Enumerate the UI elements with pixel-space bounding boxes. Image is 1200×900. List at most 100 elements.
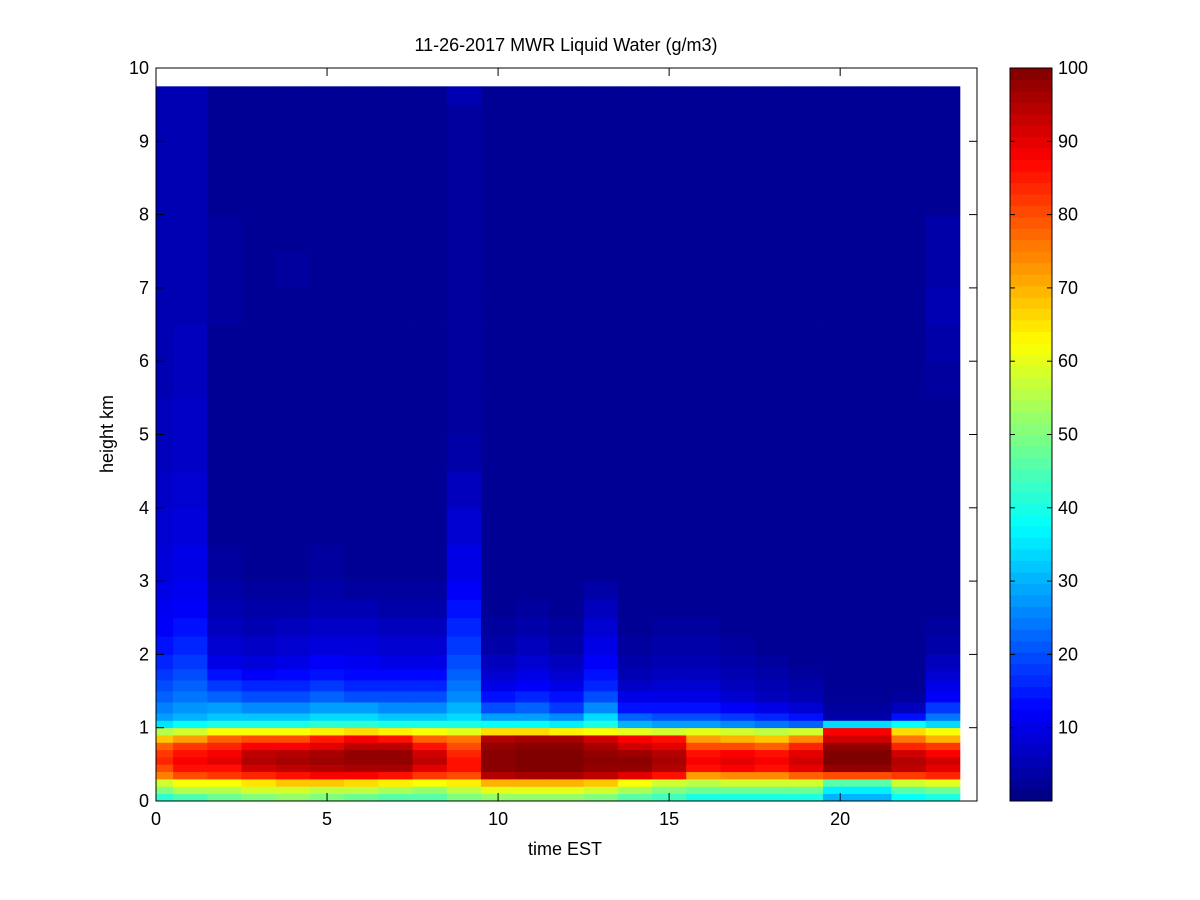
heatmap-cell bbox=[652, 104, 687, 142]
heatmap-cell bbox=[378, 361, 413, 399]
heatmap-cell bbox=[857, 654, 892, 670]
heatmap-cell bbox=[480, 397, 516, 435]
heatmap-cell bbox=[309, 361, 345, 399]
heatmap-cell bbox=[412, 654, 448, 670]
heatmap-cell bbox=[173, 214, 208, 252]
heatmap-cell bbox=[446, 544, 482, 582]
heatmap-cell bbox=[925, 786, 961, 795]
heatmap-cell bbox=[241, 617, 277, 637]
heatmap-cell bbox=[412, 771, 448, 780]
heatmap-cell bbox=[156, 434, 174, 472]
heatmap-cell bbox=[412, 786, 448, 795]
heatmap-cell bbox=[754, 749, 790, 758]
heatmap-cell bbox=[652, 434, 687, 472]
heatmap-cell bbox=[275, 104, 311, 142]
heatmap-cell bbox=[207, 177, 242, 215]
heatmap-cell bbox=[241, 361, 277, 399]
heatmap-cell bbox=[857, 599, 892, 619]
heatmap-cell bbox=[754, 324, 790, 362]
heatmap-cell bbox=[515, 324, 550, 362]
heatmap-cell bbox=[344, 691, 379, 703]
heatmap-cell bbox=[446, 287, 482, 325]
colorbar-step bbox=[1010, 697, 1052, 710]
heatmap-cell bbox=[857, 86, 892, 106]
heatmap-cell bbox=[515, 779, 550, 787]
heatmap-cell bbox=[583, 771, 619, 780]
heatmap-cell bbox=[173, 727, 208, 736]
heatmap-cell bbox=[378, 771, 413, 780]
colorbar-step bbox=[1010, 526, 1052, 539]
heatmap-cell bbox=[686, 764, 721, 773]
heatmap-cell bbox=[344, 471, 379, 509]
heatmap-cell bbox=[241, 434, 277, 472]
heatmap-cell bbox=[207, 251, 242, 289]
heatmap-cell bbox=[241, 599, 277, 619]
heatmap-cell bbox=[583, 702, 619, 714]
heatmap-cell bbox=[857, 742, 892, 751]
colorbar-tick-label: 80 bbox=[1058, 205, 1078, 225]
heatmap-cell bbox=[515, 434, 550, 472]
heatmap-cell bbox=[412, 793, 448, 802]
colorbar-step bbox=[1010, 423, 1052, 435]
colorbar-step bbox=[1010, 732, 1052, 745]
heatmap-cell bbox=[720, 702, 756, 714]
heatmap-cell bbox=[652, 507, 687, 545]
heatmap-cell bbox=[583, 141, 619, 179]
heatmap-cell bbox=[378, 434, 413, 472]
heatmap-cell bbox=[480, 764, 516, 773]
heatmap-cell bbox=[309, 786, 345, 795]
heatmap-cell bbox=[788, 599, 824, 619]
heatmap-cell bbox=[378, 749, 413, 758]
heatmap-cell bbox=[275, 177, 311, 215]
heatmap-cell bbox=[378, 654, 413, 670]
heatmap-cell bbox=[891, 617, 927, 637]
heatmap-cell bbox=[652, 141, 687, 179]
heatmap-cell bbox=[549, 397, 585, 435]
heatmap-cell bbox=[515, 735, 550, 743]
heatmap-cell bbox=[549, 727, 585, 736]
heatmap-cell bbox=[788, 757, 824, 765]
colorbar-step bbox=[1010, 480, 1052, 493]
heatmap-cell bbox=[686, 702, 721, 714]
heatmap-cell bbox=[275, 361, 311, 399]
heatmap-cell bbox=[412, 727, 448, 736]
heatmap-cell bbox=[617, 727, 653, 736]
heatmap-cell bbox=[446, 764, 482, 773]
heatmap-cell bbox=[446, 434, 482, 472]
heatmap-cell bbox=[446, 214, 482, 252]
heatmap-cell bbox=[515, 786, 550, 795]
heatmap-cell bbox=[788, 764, 824, 773]
heatmap-cell bbox=[686, 735, 721, 743]
heatmap-cell bbox=[925, 779, 961, 787]
heatmap-cell bbox=[788, 287, 824, 325]
colorbar: 10 20 30 40 50 60 70 80 90 100 bbox=[1009, 58, 1088, 802]
heatmap-cell bbox=[891, 771, 927, 780]
heatmap-cell bbox=[515, 691, 550, 703]
heatmap-cell bbox=[583, 764, 619, 773]
heatmap-cell bbox=[378, 636, 413, 655]
heatmap-cell bbox=[549, 654, 585, 670]
heatmap-cell bbox=[617, 735, 653, 743]
heatmap-cell bbox=[549, 771, 585, 780]
heatmap-cell bbox=[207, 434, 242, 472]
heatmap-cell bbox=[446, 86, 482, 106]
heatmap-cell bbox=[275, 720, 311, 729]
heatmap-cell bbox=[344, 702, 379, 714]
heatmap-cell bbox=[549, 742, 585, 751]
heatmap-cell bbox=[788, 680, 824, 692]
heatmap-cell bbox=[720, 654, 756, 670]
heatmap-cell bbox=[344, 669, 379, 681]
heatmap-cell bbox=[309, 720, 345, 729]
heatmap-cell bbox=[378, 702, 413, 714]
heatmap-cell bbox=[173, 691, 208, 703]
heatmap-cell bbox=[412, 104, 448, 142]
heatmap-cell bbox=[446, 702, 482, 714]
heatmap-cell bbox=[686, 669, 721, 681]
heatmap-cell bbox=[309, 599, 345, 619]
heatmap-cell bbox=[156, 742, 174, 751]
heatmap-cell bbox=[156, 507, 174, 545]
heatmap-cell bbox=[891, 581, 927, 600]
colorbar-step bbox=[1010, 514, 1052, 527]
heatmap-cell bbox=[720, 214, 756, 252]
